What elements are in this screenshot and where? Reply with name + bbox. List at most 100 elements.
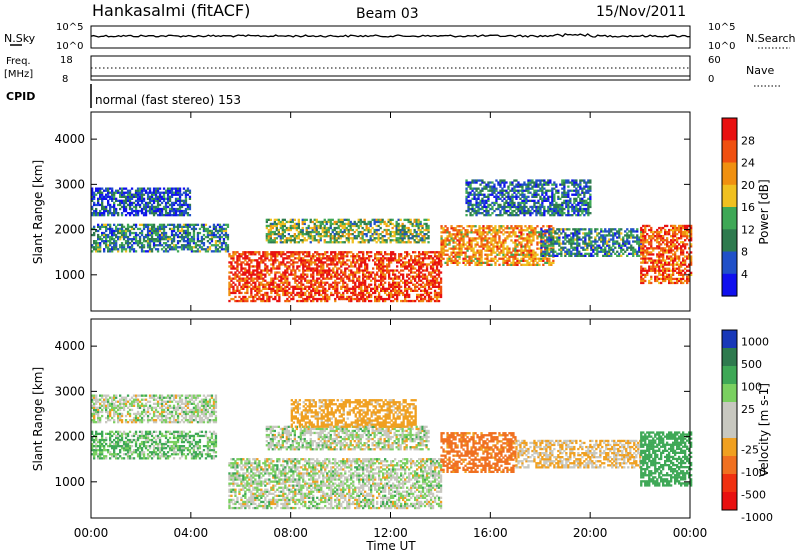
power-echo-cell <box>542 240 545 243</box>
nsky-tick-bottom: 10^0 <box>56 41 83 52</box>
power-echo-cell <box>289 239 292 242</box>
power-echo-cell <box>234 277 237 280</box>
power-echo-cell <box>378 257 381 260</box>
power-echo-cell <box>182 229 186 233</box>
power-echo-cell <box>350 299 353 303</box>
power-echo-cell <box>166 240 170 243</box>
power-echo-cell <box>495 195 498 198</box>
power-echo-cell <box>399 235 402 238</box>
power-echo-cell <box>505 209 508 213</box>
power-echo-cell <box>238 271 241 274</box>
power-echo-cell <box>547 209 550 213</box>
power-echo-cell <box>450 227 453 230</box>
power-echo-cell <box>480 255 483 258</box>
power-echo-cell <box>146 209 150 213</box>
power-echo-cell <box>176 197 180 200</box>
power-echo-cell <box>354 297 357 301</box>
power-echo-cell <box>156 240 160 243</box>
power-echo-cell <box>526 251 529 254</box>
power-echo-cell <box>320 297 323 301</box>
power-echo-cell <box>380 275 383 278</box>
power-echo-cell <box>330 277 333 280</box>
power-echo-cell <box>250 289 253 292</box>
power-echo-cell <box>180 248 184 251</box>
power-echo-cell <box>105 233 108 237</box>
power-echo-cell <box>306 297 309 301</box>
power-echo-cell <box>399 241 402 244</box>
power-echo-cell <box>124 197 128 200</box>
power-echo-cell <box>345 226 348 230</box>
power-echo-cell <box>192 231 196 235</box>
power-echo-cell <box>301 218 304 221</box>
power-echo-cell <box>316 259 319 262</box>
power-echo-cell <box>528 225 531 228</box>
power-echo-cell <box>168 246 172 249</box>
power-echo-cell <box>494 227 497 230</box>
power-echo-cell <box>399 230 402 234</box>
power-echo-cell <box>526 227 529 230</box>
power-echo-cell <box>248 281 251 284</box>
power-echo-cell <box>122 191 126 194</box>
power-echo-cell <box>210 229 214 233</box>
power-echo-cell <box>499 214 502 217</box>
power-echo-cell <box>304 277 307 280</box>
power-echo-cell <box>122 201 126 205</box>
power-echo-cell <box>536 231 539 234</box>
power-echo-cell <box>286 279 289 282</box>
power-echo-cell <box>420 267 423 270</box>
power-echo-cell <box>202 227 206 231</box>
power-echo-cell <box>105 207 108 211</box>
power-echo-cell <box>416 285 419 288</box>
power-echo-cell <box>549 214 552 217</box>
power-echo-cell <box>444 239 447 242</box>
power-echo-cell <box>429 261 433 264</box>
power-echo-cell <box>150 225 154 228</box>
power-echo-cell <box>190 240 194 243</box>
power-echo-cell <box>521 209 524 213</box>
power-echo-cell <box>349 222 352 226</box>
power-echo-cell <box>319 226 322 230</box>
power-echo-cell <box>180 193 184 196</box>
power-echo-cell <box>433 263 437 266</box>
power-echo-cell <box>478 263 481 266</box>
power-echo-cell <box>302 261 305 264</box>
power-echo-cell <box>302 267 305 270</box>
power-echo-region <box>228 251 443 303</box>
power-echo-cell <box>308 251 311 254</box>
power-echo-cell <box>492 243 495 246</box>
power-echo-cell <box>482 261 485 264</box>
power-echo-cell <box>435 281 439 284</box>
power-echo-cell <box>413 239 416 242</box>
power-echo-cell <box>113 209 116 213</box>
power-echo-cell <box>154 227 158 231</box>
power-echo-cell <box>565 191 568 194</box>
power-echo-cell <box>156 233 160 237</box>
power-echo-cell <box>381 237 384 240</box>
power-echo-cell <box>224 229 228 233</box>
power-echo-cell <box>188 238 192 241</box>
power-echo-cell <box>258 261 261 264</box>
power-echo-cell <box>559 203 562 207</box>
power-echo-cell <box>466 249 469 252</box>
power-echo-cell <box>120 189 124 192</box>
power-echo-cell <box>379 226 382 230</box>
power-echo-cell <box>164 238 168 241</box>
power-echo-cell <box>491 187 494 190</box>
power-echo-cell <box>312 261 315 264</box>
power-echo-cell <box>277 220 280 224</box>
power-echo-cell <box>466 245 469 248</box>
power-echo-cell <box>561 212 564 215</box>
power-echo-cell <box>327 241 330 244</box>
power-echo-cell <box>429 257 433 260</box>
power-echo-cell <box>527 181 530 184</box>
power-echo-cell <box>341 230 344 234</box>
power-echo-cell <box>289 228 292 232</box>
power-echo-cell <box>577 185 580 188</box>
power-echo-cell <box>440 263 443 266</box>
power-echo-cell <box>264 255 267 258</box>
power-echo-cell <box>230 279 233 282</box>
power-echo-cell <box>407 226 410 230</box>
power-echo-cell <box>140 189 144 192</box>
power-echo-cell <box>240 299 243 303</box>
power-echo-cell <box>495 187 498 190</box>
